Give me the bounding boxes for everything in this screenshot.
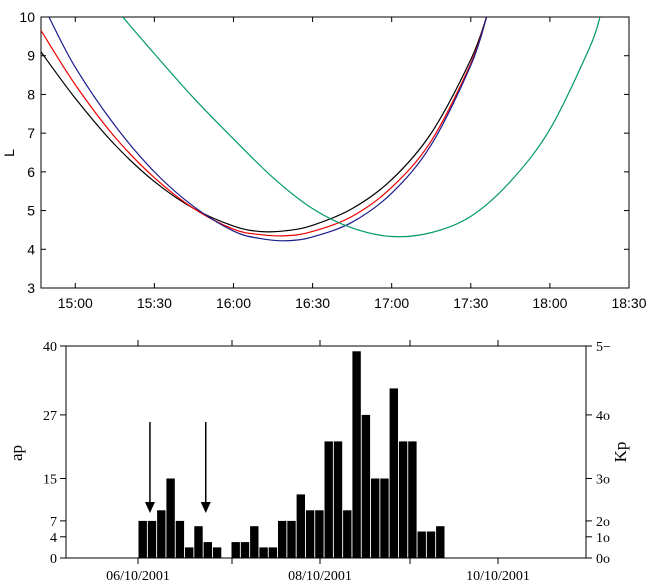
bottom-y2-tick-label: 5− (596, 340, 611, 355)
l-shell-chart: 3 4 5 6 7 8 9 10 15:00 15:30 16:00 16:30 17:00 17:30… (1, 9, 647, 311)
top-series-line-2 (48, 17, 488, 242)
top-plot-frame (40, 16, 630, 289)
ap-bar (194, 526, 203, 558)
top-x-tick-label: 18:30 (611, 295, 646, 311)
ap-bar (371, 478, 380, 558)
ap-bar (426, 531, 436, 558)
bottom-y-tick-label: 0 (50, 552, 57, 567)
top-series-line-0 (41, 17, 488, 233)
event-arrow (200, 422, 211, 513)
top-y-tick-label: 5 (27, 203, 35, 219)
top-x-tick-label: 17:00 (374, 295, 409, 311)
ap-bar (436, 526, 445, 558)
ap-bar (343, 510, 352, 558)
bottom-y2-tick-label: 0o (596, 552, 610, 567)
top-x-tick-label: 15:30 (137, 295, 172, 311)
ap-bar (175, 520, 185, 558)
top-x-tick-label: 15:00 (58, 295, 93, 311)
ap-bar (305, 510, 315, 558)
ap-bar (259, 547, 268, 558)
ap-bar (157, 510, 166, 558)
ap-bar (324, 441, 333, 558)
bottom-y2-tick-label: 2o (596, 515, 610, 530)
ap-bar (333, 441, 343, 558)
top-x-tick-label: 17:30 (453, 295, 488, 311)
top-y-axis-label: L (1, 149, 17, 157)
bottom-x-tick-label: 10/10/2001 (466, 569, 530, 584)
ap-bar (166, 478, 175, 558)
ap-bar (278, 520, 287, 558)
ap-bar (212, 547, 222, 558)
bottom-y2-tick-label: 4o (596, 409, 610, 424)
top-series-line-3 (122, 17, 601, 238)
top-x-tick-label: 16:00 (216, 295, 251, 311)
top-y-tick-label: 10 (19, 9, 35, 25)
kp-label: Kp (611, 442, 630, 463)
top-x-tick-label: 16:30 (295, 295, 330, 311)
bottom-y-tick-label: 40 (43, 340, 57, 355)
ap-bar (380, 478, 389, 558)
bottom-left-axis-label: ap (7, 445, 26, 461)
bottom-x-tick-label: 08/10/2001 (288, 569, 352, 584)
ap-bar (268, 547, 278, 558)
ap-bar (315, 510, 324, 558)
ap-bar (138, 520, 147, 558)
ap-bar (352, 351, 361, 558)
ap-bar (361, 414, 371, 558)
top-y-tick-label: 4 (27, 241, 35, 257)
top-y-tick-label: 9 (27, 48, 35, 64)
ap-bar (203, 542, 212, 558)
ap-bar (408, 441, 417, 558)
bottom-y-tick-label: 4 (50, 531, 57, 546)
ap-bar (398, 441, 408, 558)
top-y-tick-label: 6 (27, 164, 35, 180)
top-y-tick-label: 8 (27, 86, 35, 102)
top-y-tick-label: 7 (27, 125, 35, 141)
ap-bar (240, 542, 250, 558)
ap-bar (231, 542, 240, 558)
top-x-tick-label: 18:00 (532, 295, 567, 311)
ap-bar (417, 531, 426, 558)
ap-bar (287, 520, 296, 558)
ap-bar (147, 520, 157, 558)
event-arrow (144, 422, 155, 513)
top-y-tick-label: 3 (27, 280, 35, 296)
ap-bar (389, 388, 398, 558)
ap-bar (185, 547, 194, 558)
ap-bar (296, 494, 305, 558)
bottom-x-tick-label: 06/10/2001 (106, 569, 170, 584)
bottom-y2-tick-label: 1o (596, 531, 610, 546)
top-series-line-1 (41, 17, 488, 237)
bottom-y-tick-label: 15 (43, 473, 57, 488)
bottom-y-tick-label: 7 (50, 515, 57, 530)
ap-bar (250, 526, 259, 558)
bottom-right-axis-label: Kp (611, 442, 630, 463)
bottom-y2-tick-label: 3o (596, 473, 610, 488)
bottom-y-tick-label: 27 (43, 409, 57, 424)
